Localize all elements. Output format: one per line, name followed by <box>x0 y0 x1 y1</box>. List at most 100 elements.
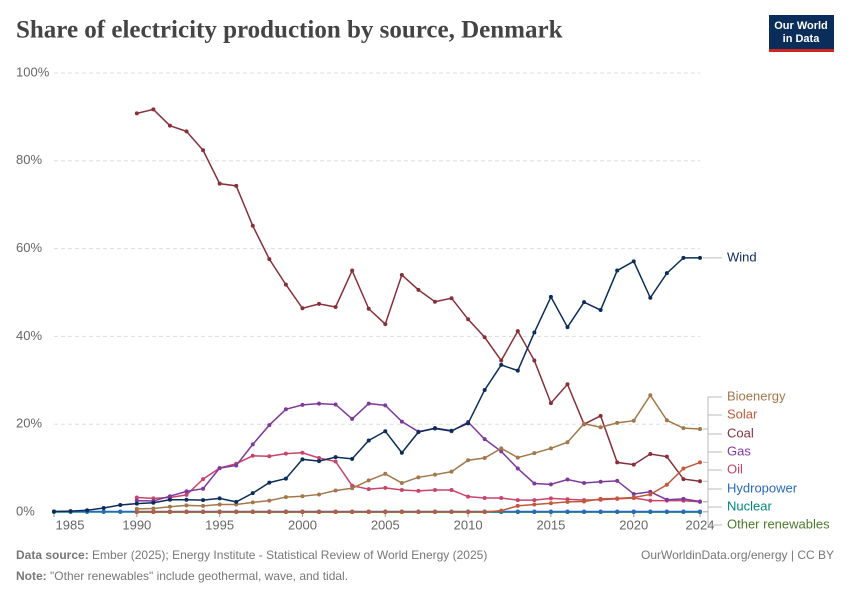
url[interactable]: OurWorldinData.org/energy | CC BY <box>641 548 834 562</box>
data-point <box>350 486 355 491</box>
data-point <box>283 510 288 514</box>
label-connector <box>703 451 722 502</box>
data-point <box>499 358 504 363</box>
data-point <box>201 503 206 508</box>
data-point <box>201 477 206 482</box>
data-point <box>449 469 454 474</box>
data-point <box>615 496 620 501</box>
data-point <box>499 495 504 500</box>
data-point <box>283 451 288 456</box>
data-point <box>134 498 139 503</box>
data-point <box>515 503 520 508</box>
data-point <box>118 509 123 514</box>
data-point <box>250 442 255 447</box>
data-point <box>565 509 570 514</box>
data-point <box>532 451 537 456</box>
data-point <box>333 510 338 514</box>
data-point <box>681 255 686 260</box>
data-point <box>300 402 305 407</box>
data-point <box>101 509 106 514</box>
data-point <box>449 428 454 433</box>
data-point <box>416 475 421 480</box>
data-point <box>432 472 437 477</box>
data-point <box>350 268 355 273</box>
data-point <box>333 488 338 493</box>
legend-label: Solar <box>727 406 758 421</box>
y-tick-label: 0% <box>16 503 35 518</box>
data-point <box>582 421 587 426</box>
data-point <box>664 271 669 276</box>
data-point <box>664 454 669 459</box>
data-point <box>565 499 570 504</box>
data-point <box>217 466 222 471</box>
data-point <box>466 458 471 463</box>
data-point <box>300 510 305 514</box>
series-line <box>53 257 700 513</box>
data-point <box>548 501 553 506</box>
note-label: Note: <box>16 569 47 583</box>
data-point <box>68 509 73 514</box>
label-connector <box>703 488 722 513</box>
data-point <box>432 510 437 514</box>
data-point <box>416 430 421 435</box>
data-point <box>300 450 305 455</box>
data-point <box>582 300 587 305</box>
data-point <box>383 471 388 476</box>
data-point <box>681 477 686 482</box>
y-tick-label: 20% <box>16 416 42 431</box>
data-point <box>648 498 653 503</box>
data-point <box>383 403 388 408</box>
data-point <box>250 491 255 496</box>
data-point <box>234 463 239 468</box>
data-point <box>565 477 570 482</box>
legend-label: Bioenergy <box>727 388 786 403</box>
data-point <box>184 492 189 497</box>
data-point <box>482 387 487 392</box>
data-point <box>698 255 702 260</box>
label-connector <box>703 396 722 430</box>
logo[interactable]: Our World in Data <box>769 15 834 52</box>
x-tick-label: 1995 <box>205 517 234 532</box>
data-point <box>631 462 636 467</box>
data-point <box>582 509 587 514</box>
data-point <box>432 299 437 304</box>
series-line <box>136 402 701 503</box>
data-point <box>201 148 206 153</box>
data-point <box>598 413 603 418</box>
data-point <box>698 509 702 514</box>
data-point <box>482 495 487 500</box>
x-tick-label: 2020 <box>619 517 648 532</box>
data-point <box>184 510 189 514</box>
data-point <box>565 325 570 330</box>
data-point <box>598 509 603 514</box>
data-point <box>532 481 537 486</box>
data-point <box>317 456 322 461</box>
data-point <box>532 330 537 335</box>
data-point <box>615 509 620 514</box>
legend-label: Coal <box>727 425 754 440</box>
data-point <box>482 437 487 442</box>
data-point <box>184 129 189 134</box>
data-point <box>548 482 553 487</box>
data-point <box>449 488 454 493</box>
data-point <box>548 509 553 514</box>
data-point <box>283 476 288 481</box>
data-point <box>515 329 520 334</box>
y-tick-label: 80% <box>16 152 42 167</box>
logo-box <box>769 15 834 49</box>
data-point <box>234 183 239 188</box>
y-tick-label: 40% <box>16 328 42 343</box>
data-point <box>681 509 686 514</box>
x-tick-label: 2005 <box>371 517 400 532</box>
data-point <box>217 496 222 501</box>
data-point <box>532 498 537 503</box>
data-point <box>499 362 504 367</box>
data-point <box>499 446 504 451</box>
data-point <box>283 407 288 412</box>
data-point <box>283 282 288 287</box>
y-tick-label: 100% <box>16 64 50 79</box>
data-point <box>499 508 504 513</box>
data-point <box>466 494 471 499</box>
data-point <box>118 502 123 507</box>
